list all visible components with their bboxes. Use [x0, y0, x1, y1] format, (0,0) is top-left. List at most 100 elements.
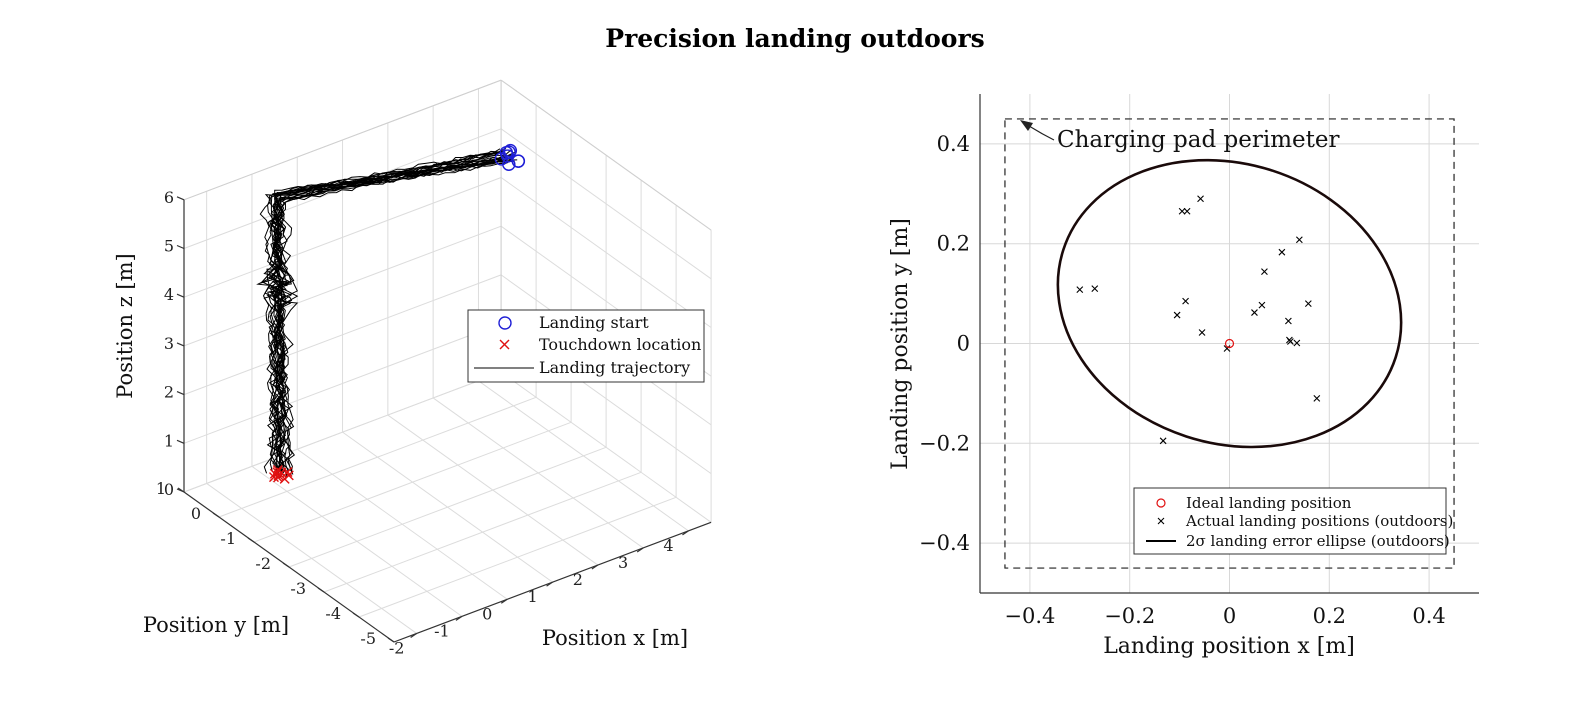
- legend-start-marker: [498, 316, 512, 330]
- side-grid-z: [500, 371, 712, 523]
- grid-2d: [980, 94, 1479, 593]
- trajectory-line: [259, 151, 501, 472]
- actual-landing-point: [1091, 285, 1099, 292]
- y-tick-mark: [387, 637, 395, 643]
- figure-title: Precision landing outdoors: [605, 24, 985, 53]
- legend-ellipse-label: 2σ landing error ellipse (outdoors): [1186, 532, 1450, 550]
- tick-labels-2d: −0.4 −0.2 0 0.2 0.4 0.4 0.2 0 −0.2 −0.4: [919, 132, 1446, 628]
- x-tick-label: 0: [482, 604, 492, 623]
- trajectory-line: [263, 150, 504, 475]
- z-tick-mark: [176, 488, 185, 493]
- x-tick-label: -1: [434, 621, 450, 640]
- actual-landing-point: [1286, 338, 1294, 345]
- y-tick-label-2d: 0.4: [937, 132, 970, 156]
- x-tick-label: 3: [618, 553, 628, 572]
- x-tick-label-2d: −0.2: [1104, 604, 1155, 628]
- error-ellipse-line: [1056, 158, 1403, 449]
- y-tick-mark: [352, 612, 360, 618]
- legend-ideal-marker: [1156, 498, 1166, 508]
- x-tick-mark: [682, 530, 689, 536]
- landing-start-point: [511, 154, 525, 168]
- legend-actual-marker: [1157, 517, 1165, 525]
- y-tick-mark: [317, 587, 325, 593]
- x-tick-label: 2: [573, 570, 583, 589]
- touchdown-point: [269, 468, 280, 479]
- legend-touchdown-marker: [499, 339, 510, 350]
- legend-3d: Landing start Touchdown location Landing…: [467, 309, 705, 383]
- legend-touchdown-label: Touchdown location: [539, 335, 701, 354]
- actual-landing-point: [1076, 286, 1084, 293]
- actual-landing-point: [1198, 329, 1206, 336]
- side-grid-z: [500, 128, 712, 280]
- y-tick-label-2d: 0: [957, 332, 970, 356]
- axes-2d: [979, 94, 1479, 594]
- x-axis-label-2d: Landing position x [m]: [1103, 634, 1355, 659]
- actual-landing-point: [1178, 207, 1186, 215]
- y-tick-label: -2: [255, 554, 271, 573]
- legend-start-label: Landing start: [539, 313, 649, 332]
- floor-grid-y: [218, 396, 537, 518]
- legend-actual-label: Actual landing positions (outdoors): [1185, 512, 1453, 530]
- y-tick-label-2d: −0.2: [919, 431, 970, 455]
- y-tick-label: -3: [290, 579, 306, 598]
- actual-landing-points: [1076, 195, 1321, 445]
- y-axis-label: Position y [m]: [143, 613, 289, 637]
- z-tick-label: 5: [164, 237, 174, 256]
- landing-start-point: [494, 152, 508, 166]
- actual-landing-point: [1173, 311, 1181, 319]
- y-tick-mark: [247, 537, 255, 543]
- actual-landing-point: [1197, 195, 1204, 203]
- x-tick-label: -2: [389, 638, 405, 657]
- ideal-landing-point: [1224, 338, 1235, 349]
- x-tick-mark: [591, 564, 599, 570]
- z-tick-mark: [176, 391, 185, 396]
- legend-trajectory-label: Landing trajectory: [539, 358, 690, 377]
- touchdown-point: [282, 467, 293, 478]
- perimeter-annotation: Charging pad perimeter: [1020, 120, 1339, 153]
- x-tick-label: 4: [663, 536, 673, 555]
- floor-grid-y: [288, 446, 607, 568]
- touchdown-point: [279, 473, 290, 484]
- z-tick-label: 3: [164, 334, 174, 353]
- z-tick-label: 0: [164, 480, 174, 499]
- x-axis-label: Position x [m]: [542, 626, 688, 650]
- x-tick-label: 1: [527, 587, 537, 606]
- actual-landing-point: [1182, 297, 1189, 305]
- z-tick-label: 2: [164, 383, 174, 402]
- x-tick-mark: [546, 581, 553, 587]
- back-grid-z: [183, 323, 502, 444]
- back-grid-z: [183, 274, 502, 396]
- y-tick-label-2d: 0.2: [937, 232, 970, 256]
- box-edge: [183, 79, 502, 201]
- error-ellipse: [1056, 158, 1403, 449]
- axes-3d: [176, 196, 712, 643]
- x-tick-label-2d: 0: [1223, 604, 1236, 628]
- z-tick-mark: [176, 244, 185, 250]
- legend-ideal-label: Ideal landing position: [1186, 494, 1352, 512]
- y-axis-label-2d: Landing position y [m]: [888, 218, 913, 470]
- actual-landing-point: [1304, 300, 1312, 307]
- floor-grid-y: [358, 496, 677, 618]
- actual-landing-point: [1295, 236, 1303, 244]
- z-tick-label: 1: [164, 431, 174, 450]
- y-tick-mark: [282, 562, 290, 568]
- trajectory-lines: [256, 148, 518, 479]
- z-tick-mark: [176, 196, 185, 201]
- z-tick-label: 6: [164, 188, 174, 207]
- x-tick-label-2d: 0.4: [1412, 604, 1445, 628]
- z-tick-mark: [176, 293, 185, 298]
- y-tick-label: -1: [220, 529, 236, 548]
- x-tick-mark: [500, 598, 508, 604]
- back-grid-z: [183, 225, 502, 347]
- x-tick-mark: [410, 632, 417, 638]
- grid-3d: [183, 79, 712, 643]
- box-edge: [500, 79, 712, 231]
- z-tick-mark: [176, 342, 185, 347]
- actual-landing-point: [1293, 339, 1301, 347]
- annotation-text: Charging pad perimeter: [1057, 127, 1339, 153]
- actual-landing-point: [1183, 207, 1191, 215]
- actual-landing-point: [1159, 437, 1167, 445]
- y-tick-label: 0: [191, 504, 201, 523]
- floor-grid-y: [253, 421, 572, 543]
